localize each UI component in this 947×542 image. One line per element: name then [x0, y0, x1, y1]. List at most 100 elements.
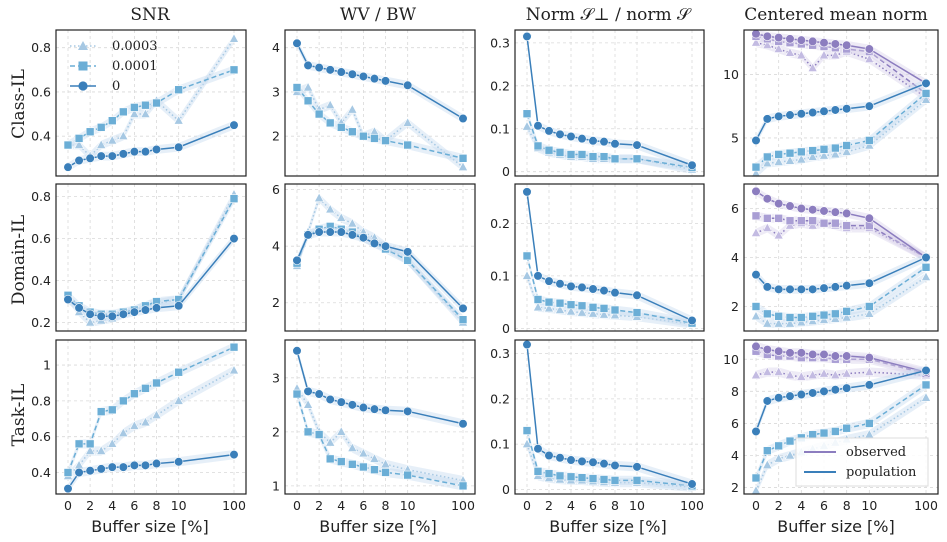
y-tick-4: 4 — [731, 448, 739, 463]
frame-task-il-normratio — [514, 339, 705, 495]
frame-task-il-centeredmean — [743, 339, 939, 495]
frame-class-il-snr — [55, 29, 247, 177]
line-task-il-centeredmean-0-0001-population — [755, 384, 927, 479]
point-task-il-centeredmean-0-population-6 — [819, 386, 829, 396]
point-task-il-wvbw-0-0001-7 — [370, 465, 379, 474]
point-task-il-normratio-0-8 — [610, 460, 620, 471]
y-tick-10: 10 — [723, 67, 739, 82]
point-domain-il-wvbw-0-6 — [358, 233, 369, 243]
point-domain-il-centeredmean-0-0003-population-100 — [920, 271, 932, 281]
point-class-il-normratio-0-0003-0 — [521, 120, 533, 131]
point-task-il-snr-0-0 — [63, 484, 73, 494]
point-task-il-centeredmean-0-observed-3 — [785, 348, 795, 358]
point-class-il-snr-0-0001-0 — [63, 140, 73, 150]
point-class-il-snr-0-0001-1 — [74, 134, 84, 143]
point-class-il-wvbw-0-0001-4 — [336, 123, 346, 132]
point-class-il-normratio-0-3 — [555, 129, 565, 139]
point-class-il-centeredmean-0-observed-8 — [842, 40, 852, 50]
y-tick-0-3: 0.3 — [490, 346, 510, 361]
point-task-il-centeredmean-0-population-0 — [751, 426, 761, 437]
row-title-domain-il: Domain-IL — [9, 215, 29, 305]
point-domain-il-normratio-0-5 — [577, 282, 587, 293]
point-task-il-centeredmean-0-0001-population-5 — [808, 430, 817, 439]
legend-views-box — [795, 437, 929, 487]
x-tick-4: 4 — [108, 498, 116, 513]
point-domain-il-normratio-0-0003-2 — [543, 302, 555, 313]
band-domain-il-normratio-0 — [527, 187, 692, 325]
point-class-il-snr-0-0 — [63, 162, 73, 172]
point-task-il-centeredmean-0-observed-1 — [762, 345, 772, 355]
x-tick-10: 10 — [400, 498, 416, 513]
y-tick-0-6: 0.6 — [31, 231, 51, 246]
point-task-il-wvbw-0-0 — [292, 346, 302, 356]
point-domain-il-centeredmean-0-0001-observed-3 — [785, 216, 795, 226]
point-class-il-snr-0-0003-4 — [107, 134, 118, 145]
y-tick-2: 2 — [731, 480, 739, 495]
point-task-il-centeredmean-0-observed-0 — [751, 341, 761, 352]
point-class-il-centeredmean-0-observed-2 — [774, 33, 784, 43]
point-domain-il-wvbw-0-100 — [458, 303, 468, 313]
point-task-il-normratio-0-0001-1 — [533, 467, 543, 476]
point-class-il-normratio-0-10 — [632, 140, 642, 150]
point-class-il-wvbw-0-5 — [347, 69, 357, 79]
point-task-il-wvbw-0-0003-1 — [302, 399, 314, 409]
point-domain-il-normratio-0-6 — [588, 284, 598, 294]
point-domain-il-normratio-0-4 — [566, 281, 576, 291]
point-task-il-centeredmean-0-0001-population-10 — [865, 419, 874, 428]
legend-label-0: 0 — [112, 79, 120, 94]
point-task-il-wvbw-0-0003-8 — [380, 458, 391, 469]
frame-domain-il-normratio — [514, 183, 705, 332]
panel-domain-il-snr: 0.2 0.4 0.6 0.8 — [31, 183, 247, 332]
point-class-il-centeredmean-0-0001-population-3 — [785, 148, 795, 158]
point-class-il-centeredmean-0-0003-population-6 — [818, 150, 830, 160]
frame-domain-il-centeredmean — [743, 183, 939, 332]
line-domain-il-wvbw-0-0001 — [296, 225, 464, 321]
point-class-il-wvbw-0-8 — [380, 76, 391, 86]
point-class-il-centeredmean-0-observed-1 — [762, 31, 772, 41]
point-class-il-snr-0-0003-6 — [129, 108, 140, 118]
x-tick-2: 2 — [86, 498, 94, 513]
point-task-il-snr-0-0003-3 — [96, 445, 107, 455]
point-task-il-centeredmean-0-0003-population-1 — [762, 459, 773, 469]
point-task-il-centeredmean-0-population-7 — [830, 385, 840, 395]
point-class-il-normratio-0-0001-3 — [555, 148, 565, 157]
point-task-il-centeredmean-0-0003-observed-5 — [807, 369, 818, 380]
point-task-il-centeredmean-0-observed-8 — [842, 351, 852, 361]
band-domain-il-centeredmean-0-0003-population — [756, 272, 926, 329]
point-domain-il-centeredmean-0-0003-observed-1 — [762, 222, 773, 232]
point-task-il-centeredmean-0-0001-population-2 — [774, 441, 783, 451]
x-tick-0: 0 — [293, 498, 301, 513]
point-domain-il-snr-0-100 — [229, 234, 239, 244]
point-task-il-snr-0-7 — [140, 460, 151, 470]
point-task-il-wvbw-0-100 — [458, 419, 468, 429]
point-task-il-centeredmean-0-population-1 — [762, 396, 772, 406]
legend-label-observed: observed — [846, 445, 906, 460]
point-domain-il-wvbw-0-4 — [336, 227, 346, 237]
point-task-il-snr-0-5 — [118, 462, 128, 472]
y-tick-2: 2 — [731, 299, 739, 314]
point-domain-il-normratio-0-0001-4 — [566, 300, 576, 310]
point-class-il-centeredmean-0-0003-population-5 — [807, 151, 818, 161]
point-class-il-snr-0-0003-1 — [73, 139, 85, 149]
y-tick-0-2: 0.2 — [31, 315, 51, 330]
point-class-il-snr-0-1 — [74, 155, 84, 166]
point-class-il-wvbw-0-0003-3 — [325, 99, 336, 110]
point-domain-il-centeredmean-0-0001-observed-1 — [763, 214, 772, 223]
point-class-il-centeredmean-0-population-5 — [808, 107, 818, 118]
point-class-il-snr-0-0001-4 — [107, 116, 117, 125]
point-class-il-snr-0-8 — [151, 144, 162, 155]
point-domain-il-wvbw-0-3 — [325, 227, 335, 237]
x-tick-6: 6 — [130, 498, 138, 513]
point-class-il-wvbw-0-0001-3 — [325, 118, 335, 128]
point-domain-il-centeredmean-0-population-100 — [921, 252, 931, 263]
y-tick-0-3: 0.3 — [490, 35, 510, 50]
row-title-task-il: Task-IL — [9, 384, 29, 447]
point-domain-il-centeredmean-0-0001-population-4 — [797, 313, 806, 322]
point-class-il-normratio-0-100 — [687, 160, 697, 170]
x-tick-4: 4 — [797, 498, 805, 513]
point-domain-il-snr-0-5 — [118, 309, 128, 319]
point-domain-il-snr-0-0001-100 — [229, 194, 239, 203]
point-class-il-snr-0-2 — [85, 153, 95, 163]
point-domain-il-wvbw-0-0001-100 — [458, 315, 468, 324]
